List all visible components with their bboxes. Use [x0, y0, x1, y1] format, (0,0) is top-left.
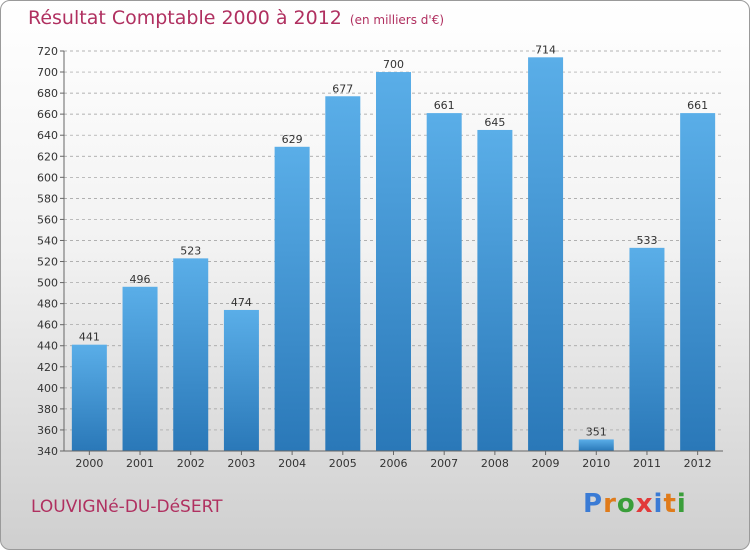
y-tick-label: 420: [37, 361, 58, 374]
logo-letter: o: [616, 489, 636, 519]
y-tick-label: 720: [37, 45, 58, 58]
x-axis: 2000 2001 2002 2003 2004 2005 2006 2007 2008 2009…: [63, 51, 723, 470]
logo-letter: i: [676, 489, 687, 519]
bar-value-label: 677: [332, 82, 353, 95]
x-tick-label: 2001: [126, 457, 154, 470]
x-tick-label: 2010: [582, 457, 610, 470]
logo-letter: i: [653, 489, 664, 519]
bar: [477, 129, 513, 451]
chart-subtitle: (en milliers d'€): [349, 13, 445, 27]
y-tick-label: 560: [37, 213, 58, 226]
y-tick-label: 440: [37, 340, 58, 353]
y-tick-label: 400: [37, 382, 58, 395]
x-tick-label: 2012: [684, 457, 712, 470]
x-tick-label: 2006: [380, 457, 408, 470]
bar-value-label: 714: [535, 43, 556, 56]
bar-value-label: 351: [586, 425, 607, 438]
bar: [528, 57, 564, 451]
y-tick-label: 680: [37, 87, 58, 100]
bar: [376, 72, 411, 451]
bars: 441 496 523 474 629 677 700 661 645 714 351 533 661: [71, 43, 716, 452]
bar-value-label: 441: [79, 331, 100, 344]
chart-title: Résultat Comptable 2000 à 2012 (en millie…: [28, 7, 445, 29]
y-tick-label: 660: [37, 108, 58, 121]
bar-value-label: 700: [383, 58, 404, 71]
proxiti-logo: Proxiti: [583, 489, 687, 519]
bar-value-label: 645: [484, 116, 505, 129]
x-tick-label: 2008: [481, 457, 509, 470]
y-tick-label: 540: [37, 234, 58, 247]
y-tick-label: 340: [37, 445, 58, 458]
logo-letter: x: [635, 489, 654, 519]
bar: [223, 309, 259, 451]
y-tick-label: 640: [37, 129, 58, 142]
logo-letter: t: [663, 489, 677, 519]
x-tick-label: 2002: [177, 457, 205, 470]
x-tick-label: 2000: [75, 457, 103, 470]
x-tick-label: 2003: [227, 457, 255, 470]
bar: [578, 439, 614, 451]
bar-value-label: 629: [282, 133, 303, 146]
bar-value-label: 496: [130, 273, 151, 286]
bar-value-label: 661: [687, 99, 708, 112]
logo-letter: r: [603, 489, 617, 519]
y-tick-label: 380: [37, 403, 58, 416]
y-tick-label: 520: [37, 256, 58, 269]
x-tick-label: 2004: [278, 457, 306, 470]
bar: [680, 113, 716, 452]
bar: [274, 146, 310, 451]
y-tick-label: 480: [37, 298, 58, 311]
y-tick-label: 360: [37, 424, 58, 437]
bar: [629, 247, 665, 451]
bar-value-label: 661: [434, 99, 455, 112]
bar: [173, 258, 209, 451]
x-tick-label: 2007: [430, 457, 458, 470]
bar: [71, 344, 107, 451]
bar: [325, 96, 361, 452]
bar-value-label: 474: [231, 296, 252, 309]
y-axis: 340 360 380 400 420 440 460 480 500 520 540 560 580 6…: [37, 45, 64, 458]
bar-value-label: 523: [180, 244, 201, 257]
bar: [426, 113, 462, 452]
y-tick-label: 500: [37, 277, 58, 290]
y-tick-label: 460: [37, 319, 58, 332]
y-tick-label: 600: [37, 171, 58, 184]
commune-name: LOUVIGNé-DU-DéSERT: [31, 497, 223, 517]
x-tick-label: 2005: [329, 457, 357, 470]
y-tick-label: 580: [37, 192, 58, 205]
y-tick-label: 620: [37, 150, 58, 163]
bar-value-label: 533: [636, 234, 657, 247]
y-tick-label: 700: [37, 66, 58, 79]
logo-letter: P: [583, 489, 604, 519]
x-tick-label: 2011: [633, 457, 661, 470]
x-tick-label: 2009: [532, 457, 560, 470]
bar: [122, 286, 158, 451]
